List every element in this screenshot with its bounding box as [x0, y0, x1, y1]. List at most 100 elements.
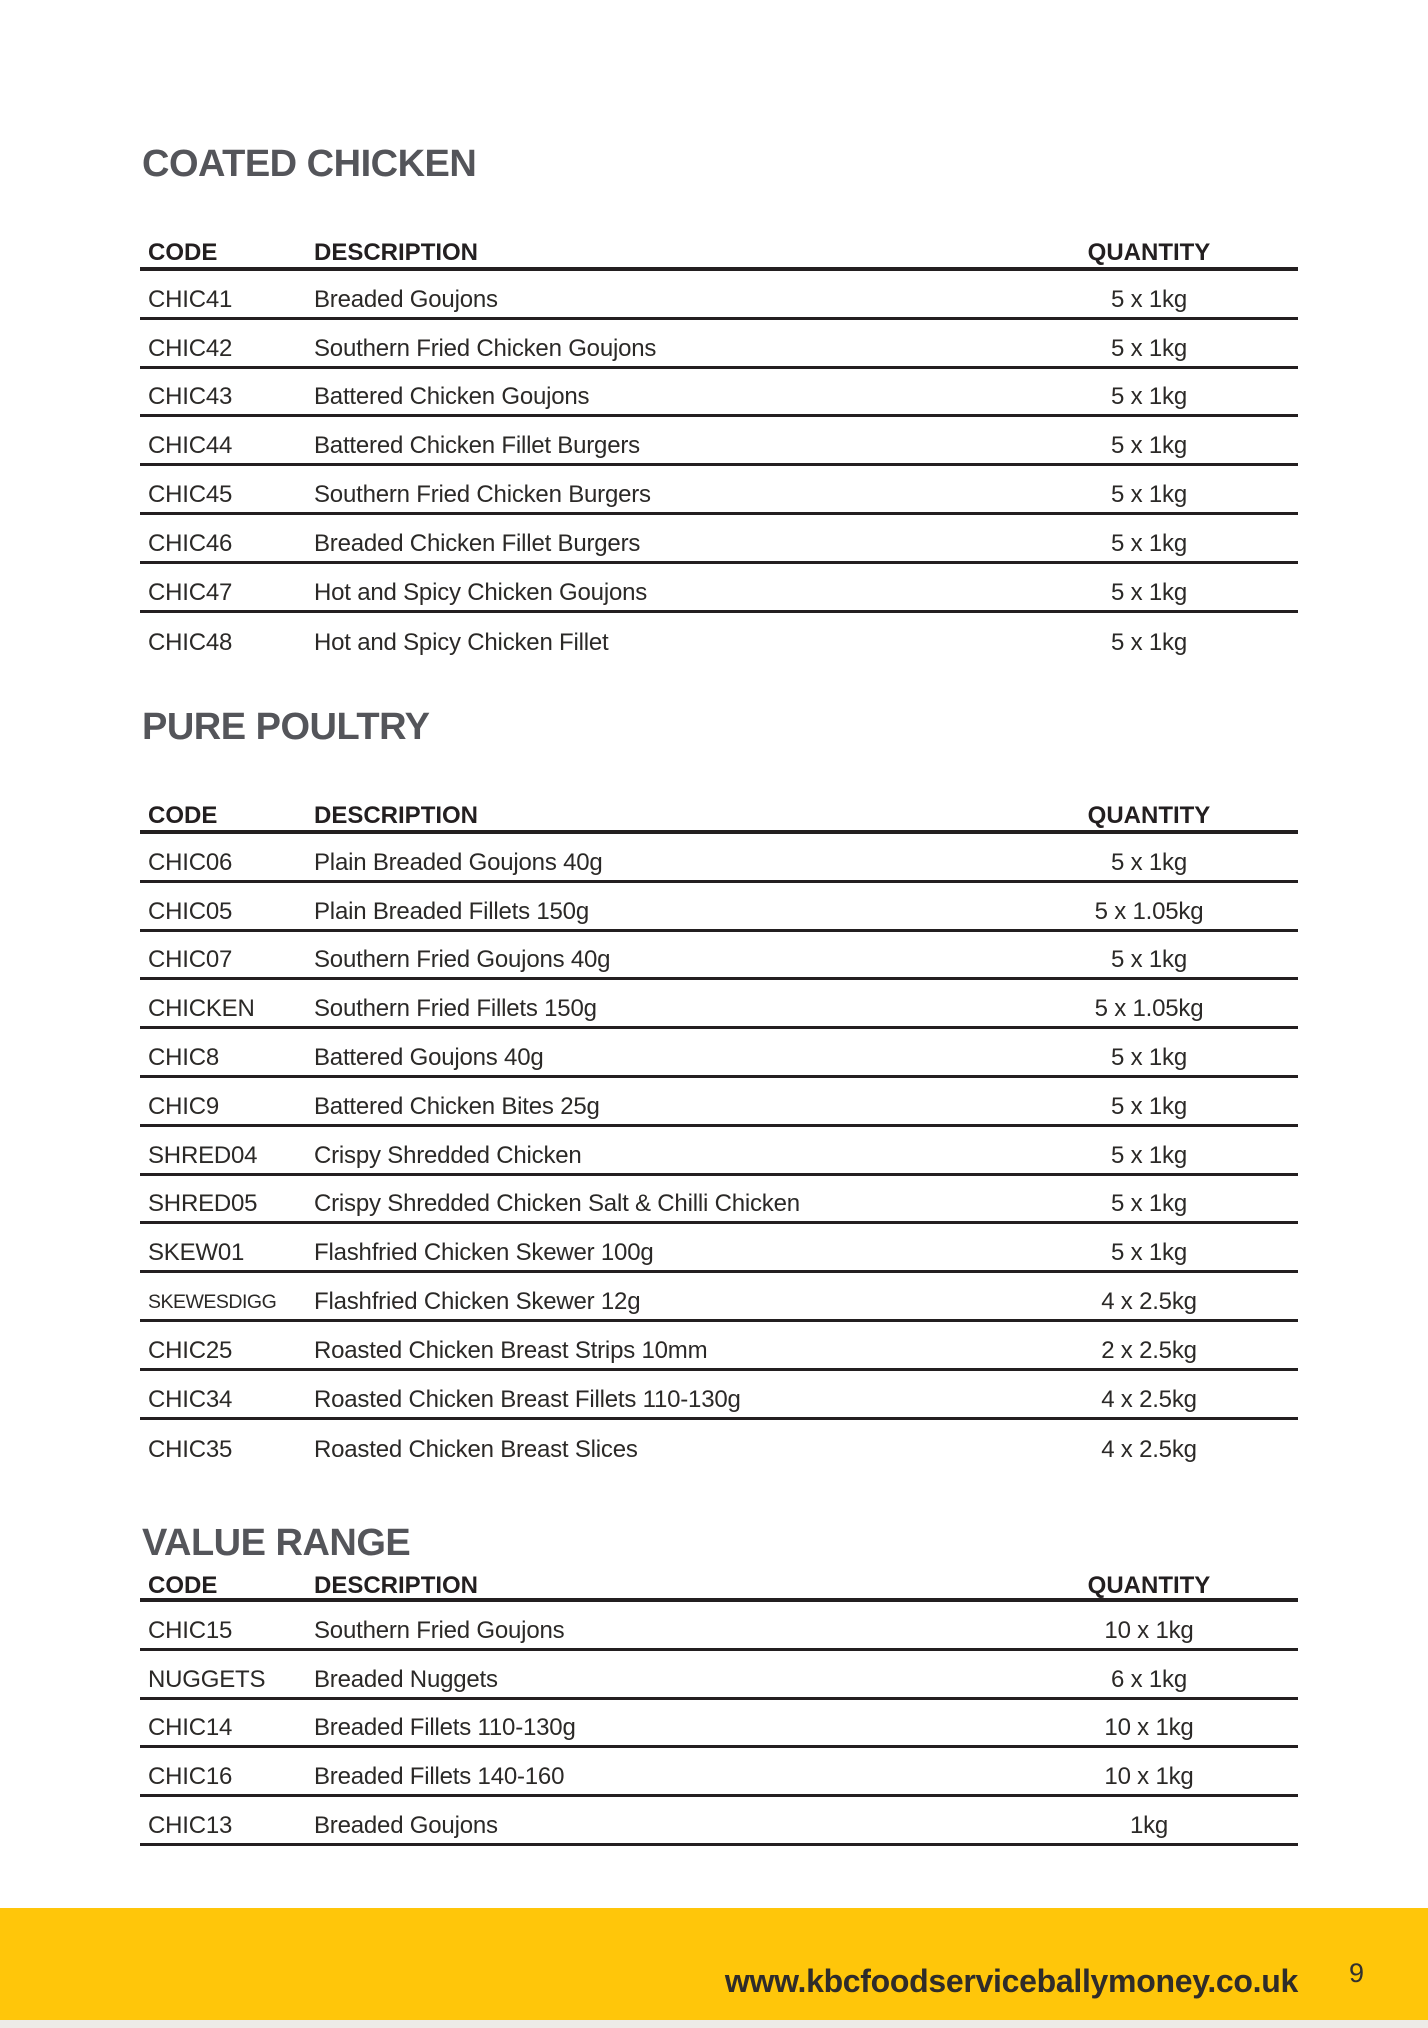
product-description: Crispy Shredded Chicken Salt & Chilli Ch…: [314, 1190, 800, 1218]
product-table: CODE DESCRIPTION QUANTITY CHIC15 Souther…: [140, 1565, 1298, 1846]
table-row: CHIC9 Battered Chicken Bites 25g 5 x 1kg: [140, 1078, 1298, 1127]
product-code: CHIC44: [148, 432, 233, 460]
product-quantity: 4 x 2.5kg: [1101, 1435, 1197, 1463]
product-quantity: 5 x 1kg: [1111, 1190, 1187, 1218]
product-description: Hot and Spicy Chicken Goujons: [314, 578, 648, 606]
product-quantity: 6 x 1kg: [1111, 1665, 1187, 1693]
product-table: CODE DESCRIPTION QUANTITY CHIC41 Breaded…: [140, 230, 1298, 661]
product-description: Crispy Shredded Chicken: [314, 1141, 582, 1169]
product-description: Southern Fried Chicken Goujons: [314, 334, 657, 362]
product-description: Southern Fried Goujons: [314, 1616, 565, 1644]
product-description: Roasted Chicken Breast Fillets 110-130g: [314, 1385, 741, 1413]
product-quantity: 5 x 1kg: [1111, 1141, 1187, 1169]
page-number: 9: [1348, 1958, 1364, 1988]
table-row: CHIC46 Breaded Chicken Fillet Burgers 5 …: [140, 515, 1298, 564]
product-quantity: 2 x 2.5kg: [1101, 1336, 1197, 1364]
product-section: PURE POULTRY CODE DESCRIPTION QUANTITY C…: [140, 705, 1298, 1468]
table-row: CHIC35 Roasted Chicken Breast Slices 4 x…: [140, 1420, 1298, 1469]
table-row: CHIC34 Roasted Chicken Breast Fillets 11…: [140, 1371, 1298, 1420]
table-row: CHIC41 Breaded Goujons 5 x 1kg: [140, 271, 1298, 320]
product-quantity: 1kg: [1129, 1812, 1169, 1840]
product-section: VALUE RANGE CODE DESCRIPTION QUANTITY CH…: [140, 1521, 1298, 1846]
product-description: Southern Fried Fillets 150g: [314, 995, 597, 1023]
product-description: Breaded Goujons: [314, 285, 498, 313]
table-row: CHIC14 Breaded Fillets 110-130g 10 x 1kg: [140, 1700, 1298, 1749]
product-description: Breaded Chicken Fillet Burgers: [314, 529, 641, 557]
column-header-code: CODE: [148, 238, 218, 266]
product-code: CHIC45: [148, 481, 233, 509]
product-quantity: 5 x 1kg: [1111, 1092, 1187, 1120]
product-quantity: 5 x 1kg: [1111, 848, 1187, 876]
product-quantity: 5 x 1kg: [1111, 1044, 1187, 1072]
product-code: CHIC42: [148, 334, 233, 362]
product-description: Roasted Chicken Breast Slices: [314, 1435, 638, 1463]
table-body: CHIC15 Southern Fried Goujons 10 x 1kg N…: [140, 1602, 1298, 1846]
product-code: CHIC43: [148, 383, 233, 411]
product-quantity: 5 x 1kg: [1111, 334, 1187, 362]
product-description: Flashfried Chicken Skewer 100g: [314, 1239, 654, 1267]
product-code: CHIC16: [148, 1763, 233, 1791]
product-description: Breaded Nuggets: [314, 1665, 498, 1693]
table-row: CHIC48 Hot and Spicy Chicken Fillet 5 x …: [140, 613, 1298, 662]
footer-bar: www.kbcfoodserviceballymoney.co.uk 9: [0, 1908, 1428, 2020]
product-quantity: 10 x 1kg: [1104, 1763, 1194, 1791]
product-code: NUGGETS: [148, 1665, 266, 1693]
product-code: CHICKEN: [148, 995, 255, 1023]
product-code: CHIC25: [148, 1336, 233, 1364]
table-row: CHIC06 Plain Breaded Goujons 40g 5 x 1kg: [140, 834, 1298, 883]
product-code: CHIC05: [148, 897, 233, 925]
product-quantity: 5 x 1.05kg: [1094, 897, 1204, 925]
table-row: CHIC16 Breaded Fillets 140-160 10 x 1kg: [140, 1748, 1298, 1798]
table-row: CHIC47 Hot and Spicy Chicken Goujons 5 x…: [140, 564, 1298, 613]
product-description: Hot and Spicy Chicken Fillet: [314, 628, 609, 656]
table-body: CHIC06 Plain Breaded Goujons 40g 5 x 1kg…: [140, 834, 1298, 1468]
product-quantity: 5 x 1kg: [1111, 628, 1187, 656]
product-description: Roasted Chicken Breast Strips 10mm: [314, 1336, 708, 1364]
column-header-quantity: QUANTITY: [1087, 1571, 1211, 1599]
product-quantity: 4 x 2.5kg: [1101, 1385, 1197, 1413]
product-description: Southern Fried Goujons 40g: [314, 946, 611, 974]
section-title: COATED CHICKEN: [142, 143, 477, 185]
table-header-row: CODE DESCRIPTION QUANTITY: [140, 1565, 1298, 1602]
product-quantity: 5 x 1kg: [1111, 529, 1187, 557]
product-code: CHIC14: [148, 1714, 233, 1742]
product-description: Breaded Fillets 110-130g: [314, 1714, 576, 1742]
product-quantity: 5 x 1kg: [1111, 285, 1187, 313]
product-code: CHIC48: [148, 628, 233, 656]
table-row: SKEWESDIGG Flashfried Chicken Skewer 12g…: [140, 1273, 1298, 1322]
product-quantity: 5 x 1.05kg: [1094, 995, 1204, 1023]
product-quantity: 5 x 1kg: [1111, 383, 1187, 411]
product-description: Battered Chicken Fillet Burgers: [314, 432, 640, 460]
product-quantity: 5 x 1kg: [1111, 1239, 1187, 1267]
column-header-code: CODE: [148, 801, 218, 829]
product-code: CHIC15: [148, 1616, 233, 1644]
table-row: SHRED04 Crispy Shredded Chicken 5 x 1kg: [140, 1127, 1298, 1176]
table-header-row: CODE DESCRIPTION QUANTITY: [140, 793, 1298, 834]
product-description: Southern Fried Chicken Burgers: [314, 481, 651, 509]
table-row: NUGGETS Breaded Nuggets 6 x 1kg: [140, 1651, 1298, 1700]
table-row: CHIC45 Southern Fried Chicken Burgers 5 …: [140, 466, 1298, 515]
column-header-description: DESCRIPTION: [314, 1571, 479, 1599]
product-code: SKEWESDIGG: [148, 1290, 277, 1313]
product-code: SHRED04: [148, 1141, 258, 1169]
product-table: CODE DESCRIPTION QUANTITY CHIC06 Plain B…: [140, 793, 1298, 1468]
table-row: SKEW01 Flashfried Chicken Skewer 100g 5 …: [140, 1224, 1298, 1274]
product-description: Battered Chicken Bites 25g: [314, 1092, 600, 1120]
table-row: CHIC05 Plain Breaded Fillets 150g 5 x 1.…: [140, 883, 1298, 932]
product-description: Breaded Goujons: [314, 1812, 498, 1840]
product-description: Battered Chicken Goujons: [314, 383, 590, 411]
table-row: CHIC44 Battered Chicken Fillet Burgers 5…: [140, 417, 1298, 467]
page-bottom-edge: [0, 2020, 1428, 2028]
product-quantity: 5 x 1kg: [1111, 578, 1187, 606]
table-row: CHIC15 Southern Fried Goujons 10 x 1kg: [140, 1602, 1298, 1651]
table-header-row: CODE DESCRIPTION QUANTITY: [140, 230, 1298, 271]
column-header-quantity: QUANTITY: [1087, 238, 1211, 266]
column-header-description: DESCRIPTION: [314, 238, 479, 266]
product-code: SKEW01: [148, 1239, 245, 1267]
product-code: CHIC46: [148, 529, 233, 557]
table-row: SHRED05 Crispy Shredded Chicken Salt & C…: [140, 1176, 1298, 1225]
product-description: Breaded Fillets 140-160: [314, 1763, 565, 1791]
product-quantity: 4 x 2.5kg: [1101, 1288, 1197, 1316]
table-row: CHIC07 Southern Fried Goujons 40g 5 x 1k…: [140, 932, 1298, 981]
product-quantity: 5 x 1kg: [1111, 481, 1187, 509]
